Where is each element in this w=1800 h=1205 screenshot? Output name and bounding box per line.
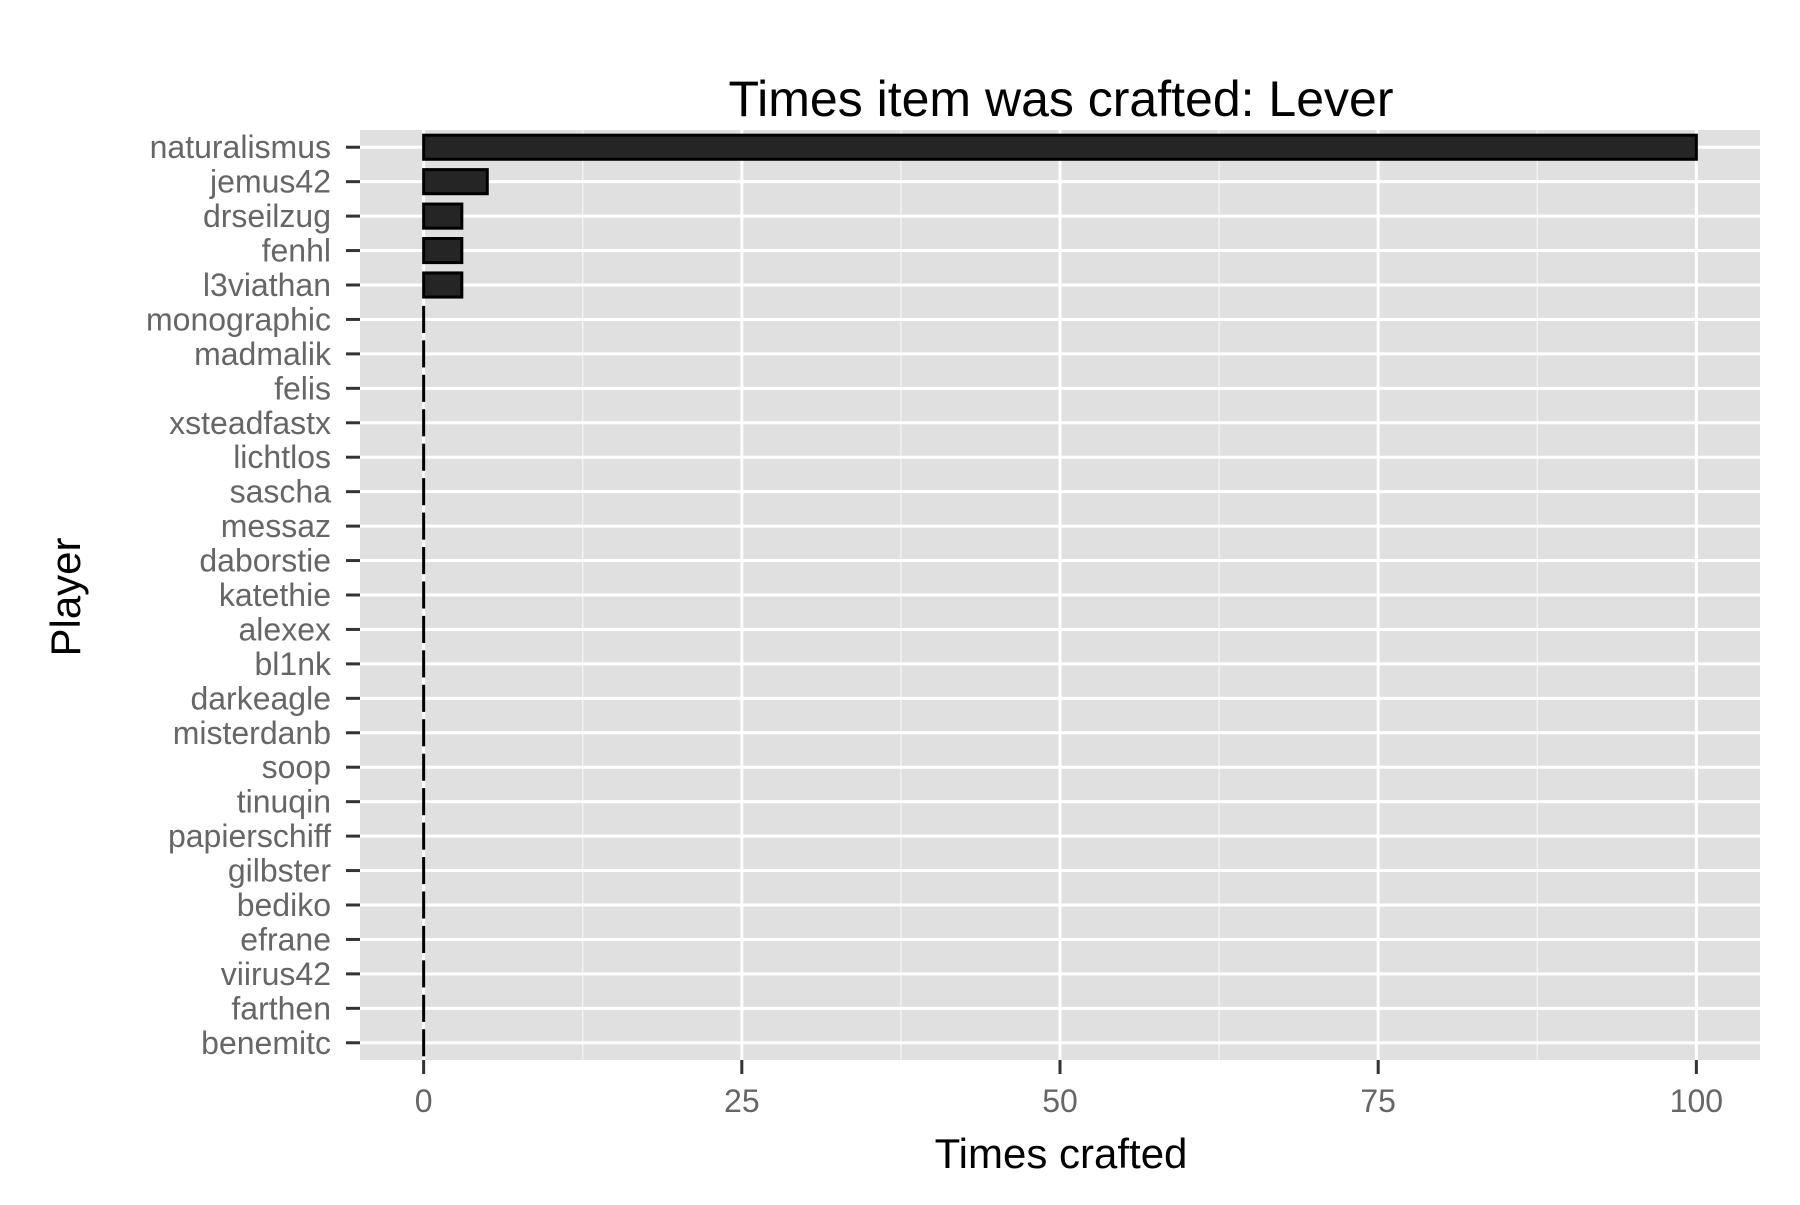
x-axis: 0 25 50 75 100 [415,1060,1723,1119]
y-tick-label: daborstie [199,543,331,579]
y-tick-label: sascha [230,474,332,510]
x-tick-label: 75 [1360,1083,1396,1119]
y-tick-label: papierschiff [168,818,331,854]
bar-naturalismus [424,135,1697,159]
y-tick-label: fenhl [262,233,331,269]
bar-jemus42 [424,170,488,194]
x-tick-label: 50 [1042,1083,1078,1119]
y-tick-label: tinuqin [237,784,331,820]
y-tick-label: drseilzug [203,198,331,234]
y-tick-label: l3viathan [203,267,331,303]
bar-l3viathan [424,273,462,297]
y-tick-label: messaz [221,508,331,544]
y-tick-label: gilbster [228,853,332,889]
y-tick-label: soop [262,749,331,785]
chart-title: Times item was crafted: Lever [728,71,1393,127]
y-tick-label: monographic [146,301,331,337]
y-tick-label: katethie [219,577,331,613]
x-tick-label: 0 [415,1083,433,1119]
y-axis-title: Player [42,537,89,656]
y-tick-label: viirus42 [221,956,331,992]
y-tick-label: madmalik [194,336,332,372]
y-tick-label: darkeagle [190,680,331,716]
bar-drseilzug [424,204,462,228]
y-tick-label: farthen [231,990,331,1026]
bar-fenhl [424,239,462,263]
y-tick-label: alexex [239,611,332,647]
y-tick-label: efrane [240,921,331,957]
y-tick-label: misterdanb [173,715,331,751]
y-tick-label: bl1nk [255,646,333,682]
y-tick-label: bediko [237,887,331,923]
x-axis-title: Times crafted [935,1130,1188,1177]
x-tick-label: 25 [724,1083,760,1119]
y-axis: naturalismusjemus42drseilzugfenhll3viath… [146,129,360,1061]
y-tick-label: naturalismus [150,129,331,165]
x-tick-label: 100 [1670,1083,1723,1119]
y-tick-label: lichtlos [233,439,331,475]
y-tick-label: xsteadfastx [169,405,331,441]
y-tick-label: jemus42 [209,164,331,200]
y-tick-label: benemitc [201,1025,331,1061]
y-tick-label: felis [274,370,331,406]
